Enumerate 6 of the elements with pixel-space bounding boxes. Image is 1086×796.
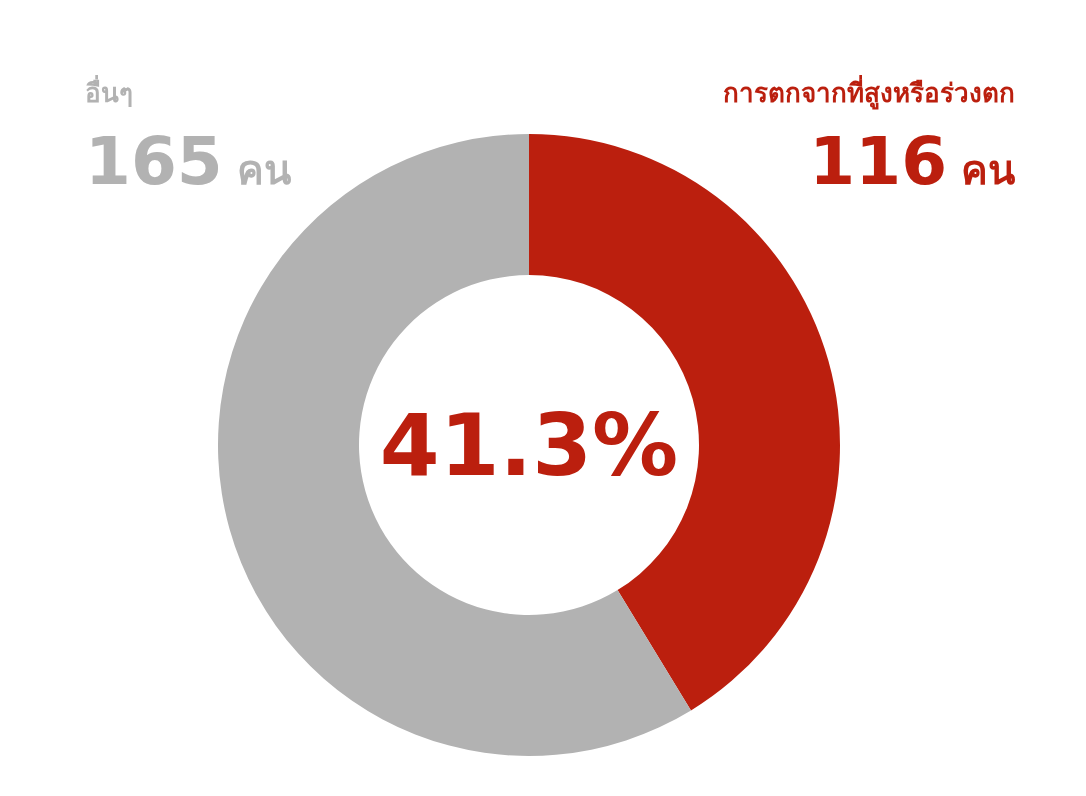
donut-slice <box>218 134 691 756</box>
slice-label: อื่นๆ <box>85 74 133 108</box>
data-label: 165 คน <box>85 123 291 200</box>
data-label: 116 คน <box>809 123 1015 200</box>
text: 41.3% <box>379 395 679 495</box>
slice-label: การตกจากที่สูงหรือร่วงตก <box>723 74 1015 110</box>
